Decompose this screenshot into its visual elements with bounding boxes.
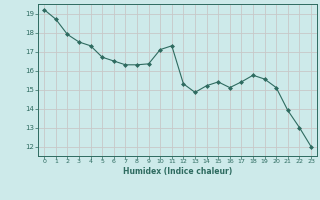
- X-axis label: Humidex (Indice chaleur): Humidex (Indice chaleur): [123, 167, 232, 176]
